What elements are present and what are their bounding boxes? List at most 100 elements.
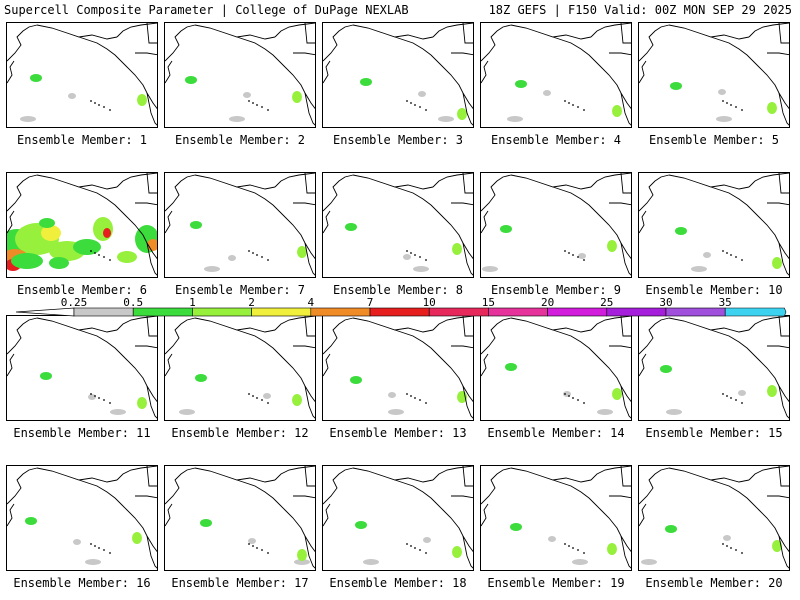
island	[256, 254, 258, 256]
scp-field-blob	[403, 254, 411, 260]
coastline	[78, 186, 157, 260]
island	[267, 109, 269, 111]
scp-field-blob	[292, 91, 302, 103]
coastline	[116, 466, 157, 481]
coastline	[146, 535, 157, 569]
island	[726, 545, 728, 547]
scp-field-blob	[185, 76, 197, 84]
scp-field-blob	[20, 116, 36, 122]
coastline	[304, 92, 315, 126]
island	[730, 547, 732, 549]
island	[419, 399, 421, 401]
coastline	[748, 466, 789, 481]
scp-field-blob	[204, 266, 220, 272]
coastline	[481, 317, 512, 355]
scp-field-blob	[665, 525, 677, 533]
ensemble-member-label: Ensemble Member: 18	[329, 576, 467, 590]
colorbar-segment	[369, 307, 430, 317]
colorbar-segment	[488, 307, 548, 317]
coastline	[146, 466, 157, 487]
coastline	[710, 329, 789, 403]
scp-field-blob	[612, 105, 622, 117]
island	[98, 254, 100, 256]
ensemble-member-label: Ensemble Member: 16	[13, 576, 151, 590]
coastline	[462, 242, 473, 276]
island	[564, 393, 566, 395]
scp-field-blob	[190, 221, 202, 229]
scp-field-blob	[500, 225, 512, 233]
coastline	[778, 23, 789, 44]
coastline	[590, 466, 631, 481]
island	[261, 106, 263, 108]
coastline	[135, 345, 157, 349]
scp-field-blob	[703, 252, 711, 258]
island	[410, 545, 412, 547]
scp-field-blob	[413, 266, 429, 272]
scp-field-blob	[507, 116, 523, 122]
coastline	[778, 316, 789, 337]
scp-field-blob	[103, 228, 111, 238]
scp-field-blob	[738, 390, 746, 396]
coastline	[481, 60, 489, 84]
coastline	[78, 329, 157, 403]
coastline	[304, 535, 315, 569]
coastline	[78, 36, 157, 110]
coastline	[552, 186, 631, 260]
colorbar-tick-label: 0.25	[60, 296, 88, 309]
coastline	[462, 385, 473, 419]
scp-field-blob	[117, 251, 137, 263]
island	[741, 109, 743, 111]
coastline	[304, 242, 315, 276]
island	[98, 397, 100, 399]
coastline	[481, 24, 512, 62]
coastline	[323, 503, 331, 527]
map-title: Supercell Composite Parameter | College …	[4, 3, 409, 17]
coastline	[481, 353, 489, 377]
coastline	[293, 202, 315, 206]
scp-field-blob	[248, 538, 256, 544]
coastline	[462, 173, 473, 194]
coastline	[135, 52, 157, 56]
island	[414, 547, 416, 549]
scp-field-blob	[200, 519, 212, 527]
scp-field-blob	[229, 116, 245, 122]
ensemble-member-label: Ensemble Member: 11	[13, 426, 151, 440]
island	[252, 395, 254, 397]
scp-field-blob	[25, 517, 37, 525]
scp-field-blob	[40, 372, 52, 380]
coastline	[146, 316, 157, 337]
ensemble-map-panel	[322, 172, 474, 278]
island	[568, 395, 570, 397]
coastline	[767, 202, 789, 206]
scp-field-blob	[132, 532, 142, 544]
scp-field-blob	[510, 523, 522, 531]
coastline	[451, 202, 473, 206]
ensemble-member-label: Ensemble Member: 4	[490, 133, 622, 147]
scp-field-blob	[388, 409, 404, 415]
ensemble-map-panel	[480, 172, 632, 278]
ensemble-map-panel	[6, 22, 158, 128]
map-graphic	[323, 466, 473, 569]
coastline	[394, 186, 473, 260]
map-graphic	[639, 316, 789, 419]
coastline	[620, 385, 631, 419]
colorbar-segment	[310, 307, 371, 317]
coastline	[620, 173, 631, 194]
coastline	[710, 36, 789, 110]
coastline	[274, 466, 315, 481]
scp-field-blob	[457, 108, 467, 120]
scp-field-blob	[345, 223, 357, 231]
coastline	[135, 202, 157, 206]
coastline	[481, 210, 489, 234]
map-graphic	[7, 23, 157, 126]
island	[722, 100, 724, 102]
coastline	[668, 24, 750, 40]
scp-field-blob	[350, 376, 362, 384]
coastline	[274, 23, 315, 38]
island	[572, 254, 574, 256]
map-graphic	[481, 316, 631, 419]
scp-field-blob	[452, 243, 462, 255]
map-graphic	[7, 173, 157, 276]
scp-field-blob	[297, 549, 307, 561]
coastline	[146, 385, 157, 419]
